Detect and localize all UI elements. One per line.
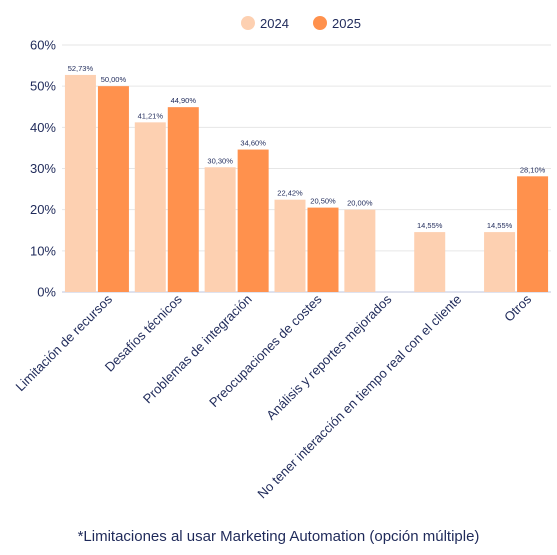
data-label: 20,50%: [310, 197, 336, 206]
data-label: 41,21%: [138, 111, 164, 120]
y-tick-label: 50%: [30, 79, 56, 94]
bar-2025: [307, 207, 339, 292]
legend-label-2024: 2024: [260, 16, 289, 31]
bar-2025: [97, 86, 129, 293]
data-label: 34,60%: [240, 139, 266, 148]
data-label: 22,42%: [277, 189, 303, 198]
y-tick-label: 10%: [30, 243, 56, 258]
legend-marker-2025: [313, 16, 327, 30]
bar-2024: [344, 209, 376, 292]
y-tick-label: 40%: [30, 120, 56, 135]
y-tick-label: 60%: [30, 38, 56, 53]
data-label: 20,00%: [347, 199, 373, 208]
data-label: 52,73%: [68, 64, 94, 73]
footnote: *Limitaciones al usar Marketing Automati…: [77, 528, 480, 545]
y-tick-label: 30%: [30, 161, 56, 176]
data-label: 30,30%: [207, 156, 233, 165]
x-category-label: Análisis y reportes mejorados: [263, 291, 395, 423]
legend-label-2025: 2025: [332, 16, 361, 31]
y-tick-label: 0%: [37, 285, 56, 300]
bar-2024: [274, 199, 306, 292]
bar-2025: [237, 149, 269, 292]
legend-marker-2024: [241, 16, 255, 30]
bar-2025: [167, 107, 199, 292]
data-label: 44,90%: [171, 96, 197, 105]
bar-2024: [134, 122, 166, 292]
x-category-label: Preocupaciones de costes: [206, 291, 325, 410]
bar-chart: 0% 10% 20% 30% 40% 50% 60% 52,73% 50,00% 41,21% 4…: [12, 16, 551, 501]
y-axis: 0% 10% 20% 30% 40% 50% 60%: [30, 38, 56, 300]
data-label: 50,00%: [101, 75, 127, 84]
bar-2025: [517, 176, 549, 292]
bars: 52,73% 50,00% 41,21% 44,90% 30,30% 34,60% 22,4…: [64, 64, 549, 293]
data-label: 14,55%: [487, 221, 513, 230]
x-category-label: Otros: [501, 291, 534, 324]
y-tick-label: 20%: [30, 202, 56, 217]
bar-2024: [484, 232, 516, 292]
legend: 2024 2025: [241, 16, 361, 31]
data-label: 28,10%: [520, 165, 546, 174]
data-label: 14,55%: [417, 221, 443, 230]
bar-2024: [204, 167, 236, 292]
bar-2024: [414, 232, 446, 292]
x-category-label: Limitación de recursos: [12, 291, 115, 394]
bar-2024: [64, 74, 96, 293]
